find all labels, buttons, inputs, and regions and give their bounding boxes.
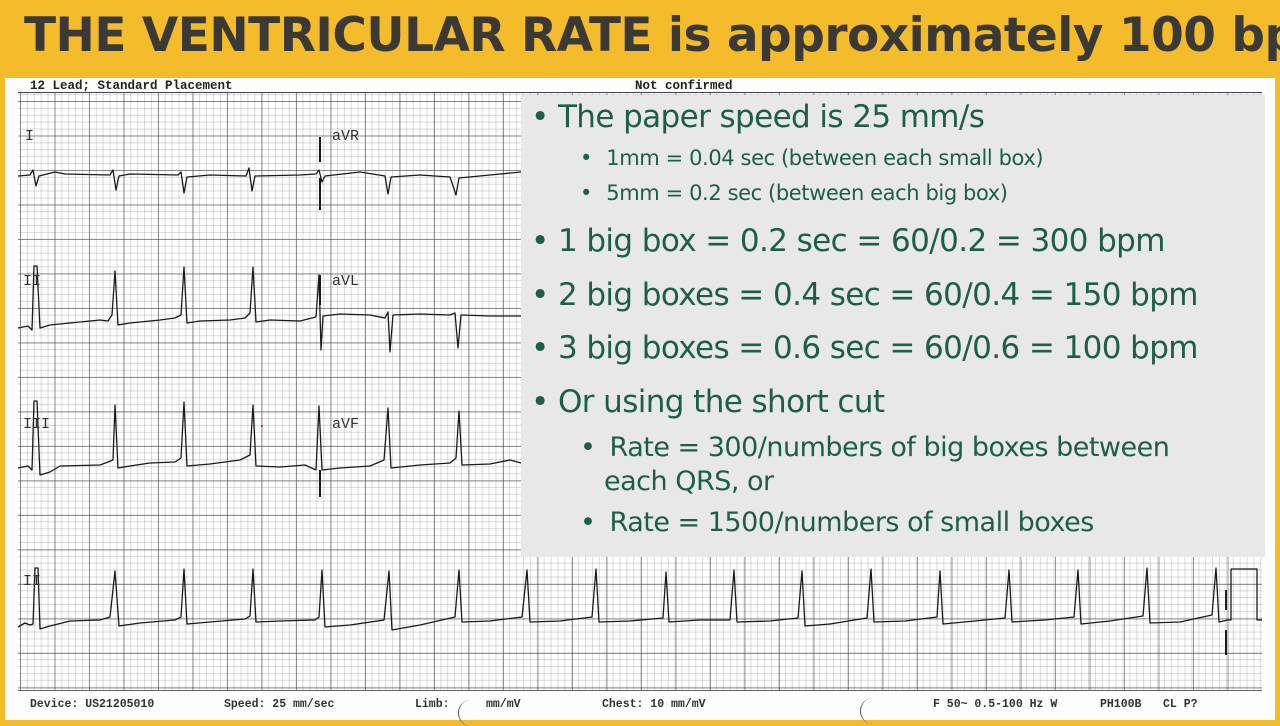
lead-label-rhythm-II: II xyxy=(23,573,42,590)
note-small-box: • 1mm = 0.04 sec (between each small box… xyxy=(580,146,1044,170)
note-rate-big-boxes-cont: each QRS, or xyxy=(604,466,774,497)
note-3-big-boxes: • 3 big boxes = 0.6 sec = 60/0.6 = 100 b… xyxy=(531,330,1199,366)
note-2-big-boxes: • 2 big boxes = 0.4 sec = 60/0.4 = 150 b… xyxy=(531,277,1199,313)
bullet-icon: • xyxy=(531,99,549,135)
bullet-icon: • xyxy=(580,507,596,538)
lead-label-III: III xyxy=(23,416,51,433)
notes-panel xyxy=(521,95,1265,557)
ecg-header-placement: 12 Lead; Standard Placement xyxy=(30,79,233,93)
sheet-edge-right xyxy=(1275,78,1280,720)
lead-label-aVF: aVF xyxy=(332,416,360,433)
bullet-icon: • xyxy=(580,432,596,463)
lead-label-I: I xyxy=(25,128,35,145)
cursor-artifact-2 xyxy=(860,698,885,724)
lead-label-aVR: aVR xyxy=(332,128,360,145)
footer-model: PH100B xyxy=(1100,698,1142,711)
bullet-icon: • xyxy=(580,146,592,170)
note-rate-small-boxes: • Rate = 1500/numbers of small boxes xyxy=(580,507,1094,538)
note-rate-big-boxes: • Rate = 300/numbers of big boxes betwee… xyxy=(580,432,1170,463)
note-short-cut: • Or using the short cut xyxy=(531,384,885,420)
footer-limb-unit: mm/mV xyxy=(486,698,521,711)
bullet-icon: • xyxy=(531,277,549,313)
title-band: THE VENTRICULAR RATE is approximately 10… xyxy=(0,0,1280,78)
note-1-big-box: • 1 big box = 0.2 sec = 60/0.2 = 300 bpm xyxy=(531,223,1165,259)
footer-filter: F 50~ 0.5-100 Hz W xyxy=(933,698,1058,711)
ecg-header-status: Not confirmed xyxy=(635,79,733,93)
lead-label-II: II xyxy=(23,273,42,290)
slide-title: THE VENTRICULAR RATE is approximately 10… xyxy=(24,8,1280,63)
footer-limb-label: Limb: xyxy=(415,698,450,711)
footer-device: Device: US21205010 xyxy=(30,698,155,711)
lead-label-aVL: aVL xyxy=(332,273,360,290)
footer-speed: Speed: 25 mm/sec xyxy=(224,698,335,711)
note-big-box: • 5mm = 0.2 sec (between each big box) xyxy=(580,181,1008,205)
sheet-edge-left xyxy=(0,78,5,720)
bullet-icon: • xyxy=(531,223,549,259)
footer-chest: Chest: 10 mm/mV xyxy=(602,698,706,711)
note-paper-speed: • The paper speed is 25 mm/s xyxy=(531,99,985,135)
cursor-artifact xyxy=(458,700,483,726)
bullet-icon: • xyxy=(531,330,549,366)
bullet-icon: • xyxy=(531,384,549,420)
bullet-icon: • xyxy=(580,181,592,205)
footer-cl: CL P? xyxy=(1163,698,1198,711)
